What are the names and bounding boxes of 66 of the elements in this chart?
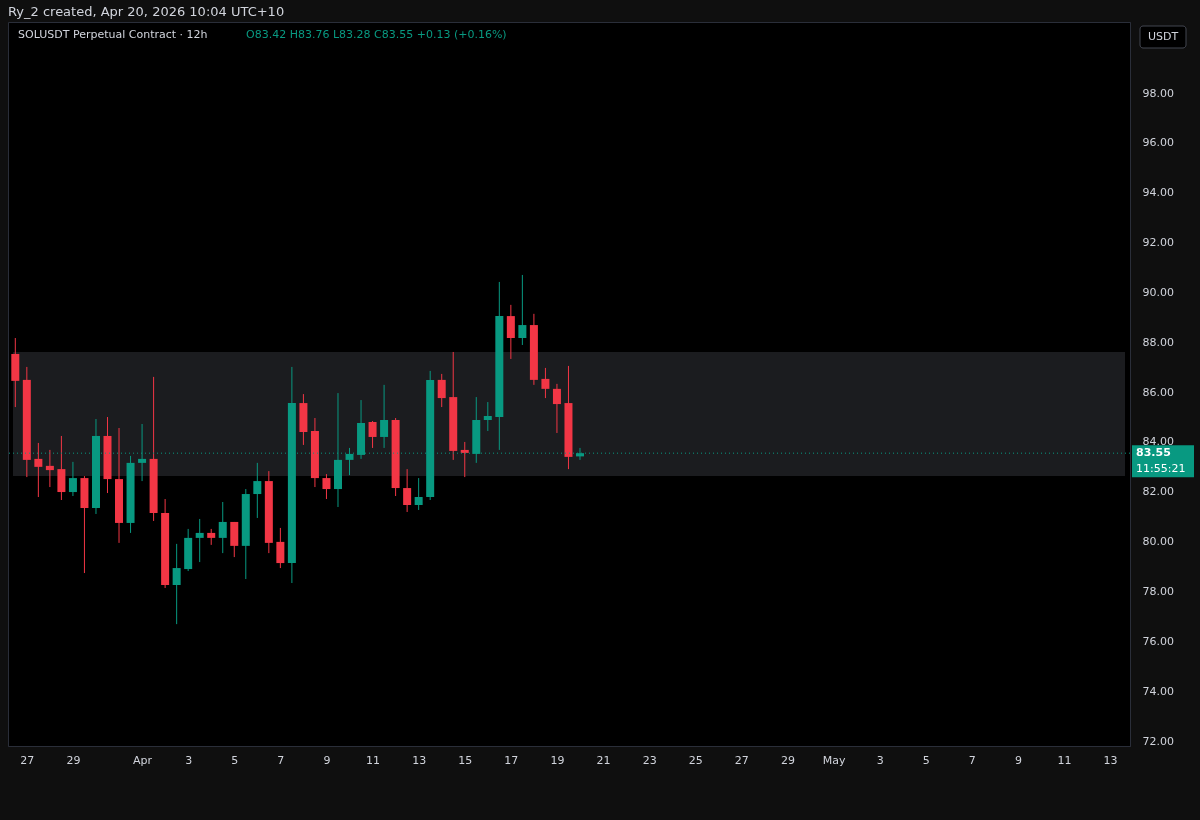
y-tick-label: 82.00 [1142,485,1174,499]
x-tick-label: 23 [642,753,657,767]
x-tick-label: Apr [133,753,153,767]
candlestick [414,477,423,511]
text: SOLUSDT Perpetual Contract · 12h [18,28,208,41]
x-tick-label: 29 [66,753,81,767]
candlestick [218,501,227,554]
x-tick-label: 15 [458,753,473,767]
x-tick-label: 19 [550,753,565,767]
candlestick [380,384,389,449]
x-tick-label: 13 [412,753,427,767]
x-tick-label: 3 [876,753,884,767]
x-tick-label: 9 [1014,753,1022,767]
x-tick-label: 27 [20,753,35,767]
text: 11:55:21 [1136,462,1186,476]
candlestick [230,521,239,558]
y-tick-label: 88.00 [1142,335,1174,349]
candlestick [518,274,527,346]
y-tick-label: 94.00 [1142,186,1174,200]
x-tick-label: May [822,753,846,767]
candlestick [552,383,561,434]
y-tick-label: 98.00 [1142,86,1174,100]
candlestick [541,367,550,399]
x-tick-label: 13 [1103,753,1118,767]
text: Ry_2 created, Apr 20, 2026 10:04 UTC+10 [8,4,285,19]
text: O83.42 H83.76 L83.28 C83.55 +0.13 (+0.16%) [246,28,507,41]
y-tick-label: 96.00 [1142,136,1174,150]
x-tick-label: 11 [1057,753,1072,767]
x-tick-label: 5 [922,753,930,767]
y-tick-label: 86.00 [1142,385,1174,399]
candlestick [437,373,446,408]
x-tick-label: 17 [504,753,519,767]
candlestick [368,420,377,449]
candlestick [195,518,204,563]
candlestick [45,449,54,488]
candlestick [34,442,43,498]
y-tick-label: 92.00 [1142,236,1174,250]
candlestick [460,441,469,478]
y-tick-label: 78.00 [1142,584,1174,598]
x-tick-label: 27 [734,753,749,767]
y-tick-label: 76.00 [1142,634,1174,648]
y-tick-label: 74.00 [1142,684,1174,698]
y-tick-label: 90.00 [1142,285,1174,299]
ref-line-label: 83.55 [1136,446,1171,460]
x-tick-label: 9 [323,753,331,767]
x-tick-label: 21 [596,753,611,767]
candlestick [57,435,66,501]
candlestick [483,401,492,432]
y-tick-label: 80.00 [1142,535,1174,549]
candlestick [253,462,262,519]
text: USDT [1147,30,1179,43]
x-tick-label: 7 [277,753,285,767]
candlestick [506,304,515,360]
x-tick-label: 5 [231,753,239,767]
candlestick [322,473,331,500]
y-tick-label: 84.00 [1142,435,1174,449]
x-tick-label: 25 [688,753,703,767]
candlestick [276,527,285,569]
x-tick-label: 29 [780,753,795,767]
x-tick-label: 7 [968,753,976,767]
candlestick [68,461,77,497]
x-tick-label: 11 [366,753,381,767]
candlestick [172,543,181,625]
x-tick-label: 3 [185,753,193,767]
y-tick-label: 72.00 [1142,734,1174,748]
candlestick [403,468,412,513]
